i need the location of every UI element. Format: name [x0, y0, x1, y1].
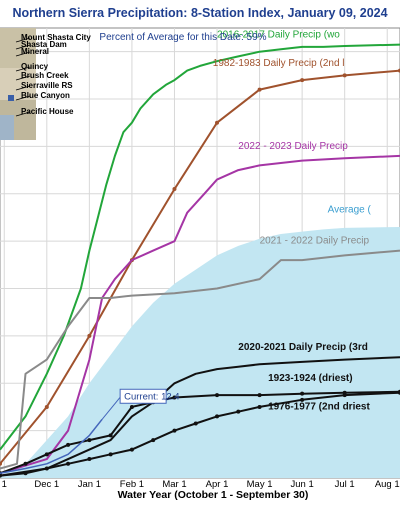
series-point-6: [172, 395, 177, 400]
series-point-6: [23, 461, 28, 466]
station-label: Mount Shasta City: [21, 33, 91, 42]
series-point-7: [300, 397, 305, 402]
series-point-6: [300, 391, 305, 396]
series-line-8: [0, 418, 103, 475]
series-point-7: [342, 393, 347, 398]
series-point-7: [172, 428, 177, 433]
series-point-6: [66, 442, 71, 447]
station-leader: [15, 85, 31, 91]
series-point-1: [44, 404, 49, 409]
series-point-6: [87, 438, 92, 443]
series-point-7: [66, 461, 71, 466]
series-point-6: [108, 433, 113, 438]
station-label: Quincy: [21, 62, 49, 71]
x-tick-label: Mar 1: [162, 479, 186, 490]
station-label: Sierraville RS: [21, 81, 73, 90]
x-tick-label: Aug 1: [375, 479, 400, 490]
station-label: Shasta Dam: [21, 40, 67, 49]
current-callout: Current: 12.4: [119, 388, 180, 404]
series-point-7: [257, 404, 262, 409]
series-lines: [0, 43, 400, 478]
station-leader: [15, 37, 31, 43]
x-axis-label: Water Year (October 1 - September 30): [118, 489, 309, 501]
average-area-fill: [0, 226, 400, 478]
x-axis-ticks: 1 Dec 1 Jan 1 Feb 1 Mar 1 Apr 1 May 1 Jun 1 Jul …: [2, 479, 400, 490]
station-label: Mineral: [21, 47, 49, 56]
series-label: 2020-2021 Daily Precip (3rd: [238, 342, 368, 353]
series-label: 2016-2017 Daily Precip (wo: [217, 29, 340, 40]
series-point-7: [23, 471, 28, 476]
series-label: 2022 - 2023 Daily Precip: [238, 141, 348, 152]
average-area: [0, 226, 400, 478]
series-point-1: [342, 73, 347, 78]
series-label: 2021 - 2022 Daily Precip: [260, 236, 370, 247]
current-leader: [101, 396, 121, 420]
series-point-6: [257, 393, 262, 398]
x-tick-label: Jul 1: [335, 479, 355, 490]
station-label: Brush Creek: [21, 71, 69, 80]
series-point-1: [215, 120, 220, 125]
series-point-1: [257, 87, 262, 92]
series-point-1: [0, 461, 2, 466]
x-tick-label: Jun 1: [291, 479, 314, 490]
series-line-6: [0, 390, 400, 475]
series-point-7: [0, 473, 2, 478]
series-point-7: [193, 421, 198, 426]
station-leader: [15, 51, 31, 57]
series-point-1: [172, 187, 177, 192]
x-tick-label: May 1: [247, 479, 273, 490]
series-line-5: [0, 356, 400, 477]
station-leader: [15, 111, 31, 117]
series-point-7: [87, 457, 92, 462]
series-line-2: [0, 154, 400, 475]
series-point-7: [108, 452, 113, 457]
series-label: Average (: [328, 205, 372, 216]
series-line-7: [0, 391, 400, 477]
series-label: 1976-1977 (2nd driest: [268, 401, 370, 412]
series-point-1: [300, 78, 305, 83]
series-point-7: [215, 414, 220, 419]
chart-subtitle: Percent of Average for this Date: 59%: [99, 32, 266, 43]
x-tick-label: Jan 1: [78, 479, 101, 490]
station-map-inset: [0, 28, 36, 140]
series-point-6: [129, 404, 134, 409]
series-labels: 2016-2017 Daily Precip (wo 1982-1983 Dail…: [101, 29, 372, 420]
x-tick-label: 1: [2, 479, 7, 490]
current-label: Current: 12.4: [124, 391, 179, 402]
station-leader: [15, 75, 31, 81]
series-point-7: [236, 409, 241, 414]
series-point-7: [44, 466, 49, 471]
series-point-7: [151, 438, 156, 443]
series-label: 1923-1924 (driest): [268, 373, 353, 384]
station-leader: [15, 44, 31, 50]
station-leader: [15, 66, 31, 72]
series-point-1: [87, 333, 92, 338]
chart-title: Northern Sierra Precipitation: 8-Station…: [12, 6, 387, 20]
x-tick-label: Apr 1: [206, 479, 229, 490]
series-point-6: [215, 393, 220, 398]
series-label: 1982-1983 Daily Precip (2nd l: [213, 58, 345, 69]
series-line-4: [0, 249, 400, 470]
x-tick-label: Feb 1: [120, 479, 144, 490]
series-point-6: [44, 452, 49, 457]
station-label: Pacific House: [21, 107, 74, 116]
series-point-7: [129, 447, 134, 452]
station-label: Blue Canyon: [21, 91, 70, 100]
station-leader: [15, 95, 31, 101]
series-line-0: [0, 43, 400, 451]
series-line-1: [0, 69, 400, 465]
x-tick-label: Dec 1: [34, 479, 59, 490]
